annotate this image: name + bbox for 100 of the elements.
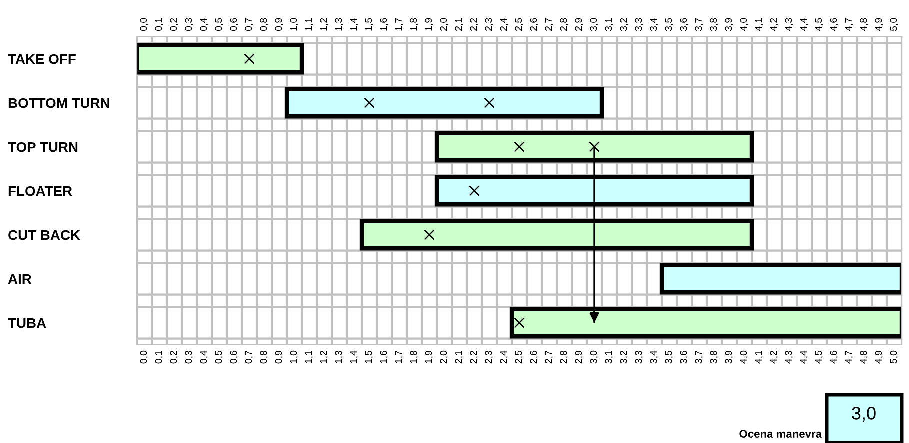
x2-tick-label: 1,7 <box>395 18 404 31</box>
x-tick-label: 2,4 <box>500 350 508 364</box>
x2-tick-label: 4,1 <box>755 18 764 32</box>
x-tick-label: 3,2 <box>620 351 628 364</box>
x2-tick-label: 0,1 <box>155 18 164 32</box>
x2-tick-label: 2,4 <box>500 18 508 31</box>
x-tick-label: 0,0 <box>140 350 148 364</box>
x-tick-label: 3,5 <box>665 350 674 364</box>
x2-tick-label: 0,2 <box>170 18 178 32</box>
x-tick-label: 0,3 <box>185 350 194 364</box>
x2-tick-label: 3,7 <box>695 18 704 32</box>
x-tick-label: 2,2 <box>470 351 478 364</box>
x-tick-label: 4,6 <box>830 350 838 364</box>
x-tick-label: 0,8 <box>260 350 268 364</box>
x2-tick-label: 1,9 <box>425 18 434 31</box>
x2-tick-label: 3,5 <box>665 18 674 32</box>
x-tick-label: 4,9 <box>875 351 884 364</box>
ref-line-label: 3,0 <box>852 407 876 422</box>
x2-tick-label: 4,0 <box>740 18 748 32</box>
x2-tick-label: 4,6 <box>830 18 838 32</box>
x-tick-label: 1,4 <box>350 350 358 364</box>
x2-tick-label: 4,3 <box>785 18 794 32</box>
x2-tick-label: 3,1 <box>605 18 614 32</box>
x-tick-label: 1,3 <box>335 350 344 364</box>
x-tick-label: 2,0 <box>440 350 448 364</box>
x-tick-label: 1,6 <box>380 350 388 364</box>
y-tick-label: BOTTOM TURN <box>8 98 110 108</box>
x-tick-label: 1,9 <box>425 351 434 364</box>
point <box>484 98 495 108</box>
x-tick-label: 1,0 <box>290 350 298 364</box>
x2-tick-label: 3,4 <box>650 18 658 32</box>
x2-tick-label: 1,4 <box>350 18 358 31</box>
x2-tick-label: 3,9 <box>725 18 734 32</box>
x2-tick-label: 4,7 <box>845 18 854 32</box>
y-tick-label: FLOATER <box>8 186 72 196</box>
x-tick-label: 3,7 <box>695 351 704 364</box>
x2-tick-label: 4,4 <box>800 18 808 32</box>
point <box>514 318 525 328</box>
y-tick-label: TAKE OFF <box>8 54 76 64</box>
x-tick-label: 5,0 <box>890 350 898 364</box>
x2-tick-label: 0,3 <box>185 18 194 32</box>
x2-tick-label: 2,6 <box>530 18 538 31</box>
x2-tick-label: 3,0 <box>590 18 598 32</box>
x2-tick-label: 0,7 <box>245 18 254 32</box>
x-tick-label: 2,1 <box>455 351 464 364</box>
x-tick-label: 0,1 <box>155 351 164 364</box>
x-tick-label: 2,6 <box>530 350 538 364</box>
x2-tick-label: 0,8 <box>260 18 268 32</box>
text: Ocena manevra <box>740 430 822 438</box>
x-tick-label: 3,0 <box>590 350 598 364</box>
x-tick-label: 4,1 <box>755 351 764 364</box>
x2-tick-label: 2,9 <box>575 18 584 31</box>
x-tick-label: 1,7 <box>395 351 404 364</box>
x-tick-label: 0,6 <box>230 350 238 364</box>
x-tick-label: 1,2 <box>320 351 328 364</box>
x-tick-label: 3,9 <box>725 351 734 364</box>
x-tick-label: 1,5 <box>365 350 374 364</box>
x2-tick-label: 1,3 <box>335 18 344 31</box>
x2-tick-label: 1,1 <box>305 18 314 31</box>
x2-tick-label: 1,2 <box>320 18 328 31</box>
x-tick-label: 4,4 <box>800 350 808 364</box>
x-tick-label: 2,5 <box>515 350 524 364</box>
x-tick-label: 2,8 <box>560 350 568 364</box>
x-tick-label: 4,0 <box>740 350 748 364</box>
x-tick-label: 4,8 <box>860 350 868 364</box>
x-tick-label: 3,3 <box>635 350 644 364</box>
x-tick-label: 2,9 <box>575 351 584 364</box>
x-tick-label: 4,2 <box>770 351 778 364</box>
x-tick-label: 0,5 <box>215 350 224 364</box>
x2-tick-label: 3,3 <box>635 18 644 32</box>
point <box>469 186 480 196</box>
x2-tick-label: 4,9 <box>875 18 884 32</box>
x2-tick-label: 1,5 <box>365 18 374 31</box>
x2-tick-label: 3,2 <box>620 18 628 32</box>
x2-tick-label: 2,5 <box>515 18 524 31</box>
point <box>364 98 375 108</box>
x-tick-label: 4,7 <box>845 351 854 364</box>
x2-tick-label: 0,9 <box>275 18 284 32</box>
x2-tick-label: 2,2 <box>470 18 478 31</box>
x-tick-label: 3,6 <box>680 350 688 364</box>
x2-tick-label: 1,0 <box>290 18 298 31</box>
x2-tick-label: 0,6 <box>230 18 238 32</box>
point <box>514 142 525 152</box>
x2-tick-label: 3,6 <box>680 18 688 32</box>
x2-tick-label: 2,3 <box>485 18 494 31</box>
x-tick-label: 0,2 <box>170 351 178 364</box>
x-tick-label: 3,8 <box>710 350 718 364</box>
x-tick-label: 3,4 <box>650 350 658 364</box>
point <box>244 54 255 64</box>
x2-tick-label: 2,0 <box>440 18 448 31</box>
x2-tick-label: 0,4 <box>200 18 208 32</box>
x-tick-label: 0,9 <box>275 351 284 364</box>
y-tick-label: TOP TURN <box>8 142 78 152</box>
x2-tick-label: 1,8 <box>410 18 418 31</box>
x-tick-label: 1,8 <box>410 350 418 364</box>
x2-tick-label: 2,8 <box>560 18 568 31</box>
x-tick-label: 2,3 <box>485 350 494 364</box>
y-tick-label: TUBA <box>8 318 46 328</box>
x-tick-label: 0,4 <box>200 350 208 364</box>
x2-tick-label: 1,6 <box>380 18 388 31</box>
